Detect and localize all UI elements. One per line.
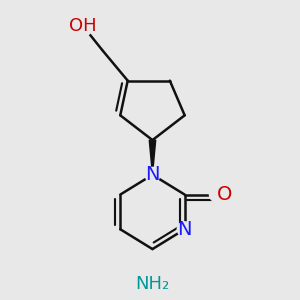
Circle shape — [142, 274, 162, 294]
Circle shape — [177, 222, 192, 237]
Circle shape — [145, 167, 160, 182]
Circle shape — [73, 16, 93, 36]
Circle shape — [209, 187, 224, 202]
Polygon shape — [149, 140, 156, 175]
Text: NH₂: NH₂ — [135, 275, 170, 293]
Text: N: N — [177, 220, 192, 239]
Text: OH: OH — [69, 17, 97, 35]
Text: N: N — [145, 165, 160, 184]
Text: O: O — [217, 185, 232, 204]
